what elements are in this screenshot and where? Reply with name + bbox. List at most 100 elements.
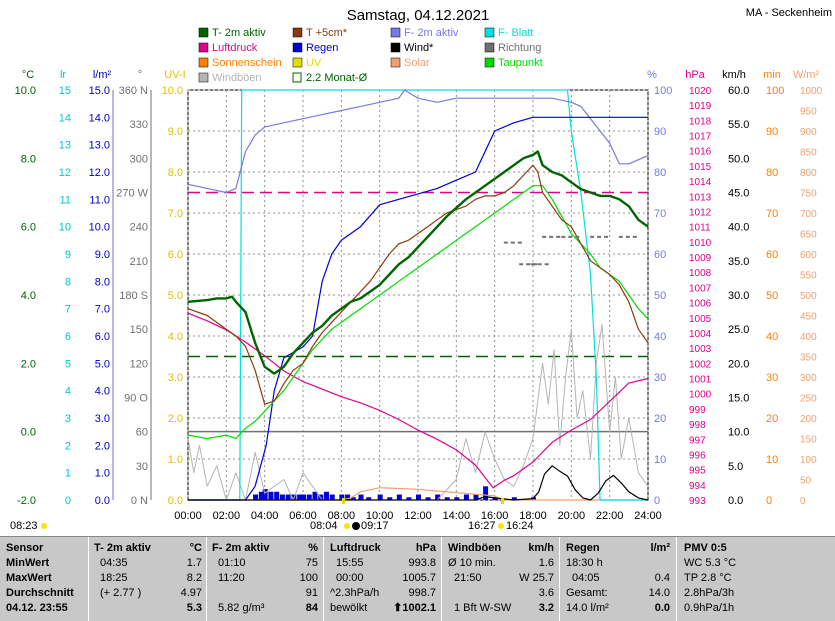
axis-tick-label: 5 [65, 358, 71, 370]
stats-value: 84 [305, 602, 318, 614]
legend-swatch [484, 57, 495, 68]
stats-time: Ø 10 min. [448, 557, 496, 569]
rain-bar [268, 491, 274, 500]
axis-tick-label: 40 [766, 331, 778, 343]
plot-area [187, 89, 649, 501]
axis-tick-label: 10 [766, 454, 778, 466]
series-line-t-2m-aktiv [187, 150, 649, 375]
axis-tick-label: 20 [654, 413, 666, 425]
legend-label: T +5cm* [306, 27, 348, 39]
axis-tick-label: 360 N [119, 85, 148, 97]
stats-value: 14.0 [648, 587, 670, 599]
axis-tick-label: 750 [800, 189, 817, 200]
stats-time: 1 Bft W-SW [454, 602, 512, 614]
stats-unit: hPa [415, 542, 436, 554]
stats-col-wind: Windböen km/h Ø 10 min. 1.6 21:50 W 25.7 3.… [448, 537, 554, 621]
axis-tick-label: 13 [59, 140, 71, 152]
axis-tick-label: 1008 [689, 268, 712, 279]
axis-tick-label: 1.0 [168, 454, 183, 466]
axis-tick-label: 0.0 [21, 427, 36, 439]
x-tick-label: 08:00 [328, 510, 356, 522]
stats-value: 3.6 [538, 587, 554, 599]
stats-value: 1.7 [186, 557, 202, 569]
rain-bar [483, 486, 489, 500]
axis-tick-label: 70 [654, 208, 666, 220]
x-tick-label: 12:00 [404, 510, 432, 522]
axis-tick-label: 1016 [689, 147, 712, 158]
axis-unit-label: UV-I [164, 69, 185, 81]
axis-tick-label: 100 [800, 455, 817, 466]
axis-tick-label: 1017 [689, 132, 712, 143]
axis-tick-label: 5.0 [95, 358, 110, 370]
axis-unit-label: min [763, 69, 781, 81]
x-tick-label: 14:00 [443, 510, 471, 522]
axis-tick-label: 998 [689, 420, 706, 431]
axis-tick-label: 550 [800, 271, 817, 282]
x-tick-label: 22:00 [596, 510, 624, 522]
axis-tick-label: 330 [130, 119, 148, 131]
rain-bar [377, 494, 383, 500]
axis-tick-label: 10 [59, 222, 71, 234]
rain-bar [406, 497, 412, 500]
axis-tick-label: 60 [654, 249, 666, 261]
axis-tick-label: 40 [654, 331, 666, 343]
rain-bar [253, 494, 259, 500]
x-tick-label: 18:00 [519, 510, 547, 522]
axis-tick-label: 4 [65, 386, 71, 398]
axis-tick-label: 8.0 [21, 153, 36, 165]
axis-tick-label: 1001 [689, 375, 712, 386]
axis-tick-label: 20.0 [728, 358, 749, 370]
axis-tick-label: 1000 [689, 390, 712, 401]
x-axis: 00:00 02:00 04:00 06:00 08:00 10:00 12:00 14:00… [174, 510, 662, 522]
stats-value: ⬆1002.1 [393, 602, 436, 614]
legend-swatch [292, 72, 302, 83]
axis-tick-label: 3.0 [95, 413, 110, 425]
axis-tick-label: 1011 [689, 223, 711, 234]
stats-time: 00:00 [336, 572, 364, 584]
axis-tick-label: 11 [60, 194, 71, 206]
stats-value: 91 [305, 587, 318, 599]
axis-tick-label: 400 [800, 332, 817, 343]
axis-tick-label: 90 O [124, 393, 148, 405]
legend-label: Sonnenschein [212, 57, 282, 69]
axis-tick-label: 15.0 [728, 393, 749, 405]
stats-value: 3.2 [538, 602, 554, 614]
stats-time: ^2.3hPa/h [330, 587, 380, 599]
stats-value: 993.8 [408, 557, 436, 569]
stats-header: Sensor [6, 542, 44, 554]
stats-col-sensor: Sensor MinWert MaxWert Durchschnitt 04.1… [6, 537, 86, 621]
stats-value: W 25.7 [519, 572, 554, 584]
x-tick-label: 04:00 [251, 510, 279, 522]
axis-unit-label: % [647, 69, 657, 81]
axis-tick-label: 60.0 [728, 85, 749, 97]
marker-uv: 09:17 [361, 520, 389, 532]
axis-tick-label: 60 [136, 427, 148, 439]
axis-tick-label: 2.0 [95, 440, 110, 452]
axis-tick-label: 0 [766, 495, 772, 507]
axis-tick-label: 1009 [689, 253, 712, 264]
axis-tick-label: 45.0 [728, 188, 749, 200]
stats-value: 1.6 [538, 557, 554, 569]
series-line-wind [188, 465, 649, 501]
axis-tick-label: 650 [800, 230, 817, 241]
axis-tick-label: 30 [136, 461, 148, 473]
stats-time: 14.0 l/m² [566, 602, 609, 614]
marker-sunset: 16:24 [506, 520, 534, 532]
axis-tick-label: 9.0 [168, 126, 183, 138]
marker-time-left: 08:23 [10, 520, 38, 532]
axis-tick-label: 995 [689, 466, 706, 477]
sun-marker-bar [501, 498, 504, 504]
axis-tick-label: 100 [766, 85, 784, 97]
stats-value: 1005.7 [402, 572, 436, 584]
axis-tick-label: 4.0 [95, 386, 110, 398]
rain-bar [511, 497, 517, 500]
axis-tick-label: 40.0 [728, 222, 749, 234]
rain-bar [444, 497, 450, 500]
legend-swatch [198, 72, 209, 83]
axis-tick-label: 2.0 [168, 413, 183, 425]
stats-time: 04:05 [572, 572, 600, 584]
axis-tick-label: 8.0 [168, 167, 183, 179]
axis-tick-label: 12.0 [89, 167, 110, 179]
rain-bar [285, 494, 291, 500]
legend-label: T- 2m aktiv [212, 27, 266, 39]
